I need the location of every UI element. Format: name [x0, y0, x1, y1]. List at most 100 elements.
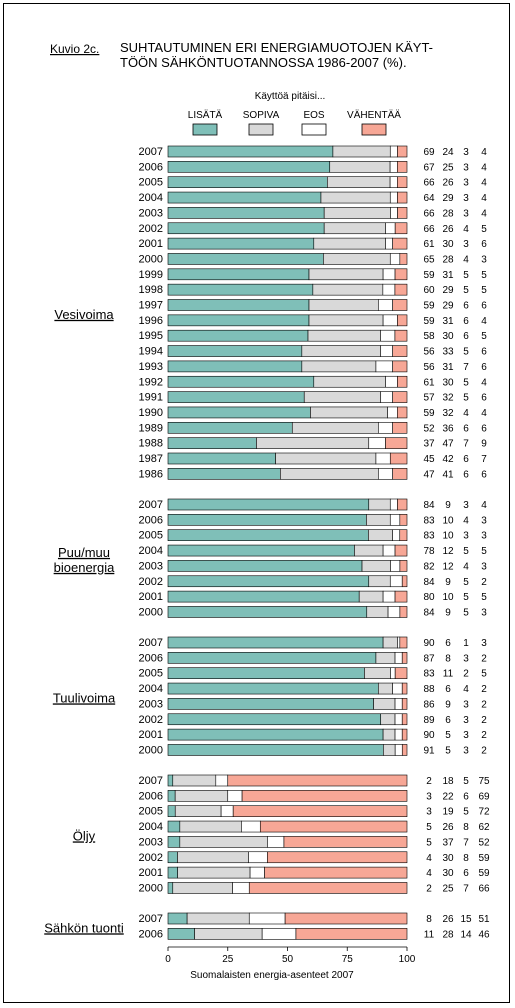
bar-segment-eos	[241, 820, 261, 833]
value-label-vahentaa: 2	[481, 745, 487, 756]
row-oljy-2000: 2000 2 25 7 66	[139, 882, 490, 894]
group-label-puu-muu-bioenergia: bioenergia	[54, 560, 115, 575]
year-label: 2001	[139, 867, 163, 879]
bar-segment-lisata	[167, 836, 181, 848]
value-label-sopiva: 41	[442, 469, 454, 480]
row-vesivoima-1987: 1987 45 42 6 7	[139, 452, 487, 465]
value-label-sopiva: 19	[442, 807, 454, 818]
value-label-eos: 8	[463, 853, 469, 864]
value-label-eos: 4	[463, 561, 469, 572]
bar-segment-eos	[227, 790, 243, 802]
value-label-eos: 7	[463, 439, 469, 450]
value-label-sopiva: 42	[442, 454, 454, 465]
value-label-lisata: 84	[423, 607, 435, 618]
year-label: 1995	[139, 330, 163, 342]
bar-segment-lisata	[167, 191, 322, 204]
value-label-eos: 5	[463, 347, 469, 358]
bar-segment-sopiva	[186, 912, 250, 925]
row-puu-muu-bioenergia-2006: 2006 83 10 4 3	[139, 514, 487, 526]
bar-segment-sopiva	[323, 222, 387, 235]
bar-segment-vahentaa	[401, 698, 408, 710]
value-label-sopiva: 32	[442, 408, 454, 419]
stacked-bar-chart: Kuvio 2c. SUHTAUTUMINEN ERI ENERGIAMUOTO…	[44, 40, 490, 981]
bar-segment-lisata	[167, 912, 188, 925]
year-label: 2003	[139, 836, 163, 848]
bar-segment-lisata	[167, 268, 310, 281]
value-label-vahentaa: 51	[478, 914, 490, 925]
bar-segment-sopiva	[256, 437, 370, 449]
value-label-eos: 5	[463, 776, 469, 787]
year-label: 2000	[139, 882, 163, 894]
value-label-eos: 5	[463, 393, 469, 404]
value-label-eos: 3	[463, 745, 469, 756]
bar-segment-lisata	[167, 514, 367, 526]
year-label: 1994	[139, 346, 163, 358]
value-label-eos: 7	[463, 837, 469, 848]
value-label-sopiva: 31	[442, 362, 454, 373]
bar-segment-vahentaa	[392, 237, 408, 250]
value-label-eos: 4	[463, 254, 469, 265]
bar-segment-sopiva	[307, 329, 381, 342]
value-label-eos: 3	[463, 178, 469, 189]
bar-segment-sopiva	[332, 145, 391, 158]
value-label-sopiva: 6	[445, 638, 451, 649]
value-label-lisata: 8	[426, 914, 432, 925]
row-oljy-2002: 2002 4 30 8 59	[139, 851, 490, 864]
value-label-sopiva: 9	[445, 577, 451, 588]
bar-segment-vahentaa	[397, 498, 408, 511]
value-label-vahentaa: 4	[481, 208, 487, 219]
bar-segment-sopiva	[368, 498, 391, 511]
value-label-lisata: 89	[423, 715, 435, 726]
value-label-vahentaa: 5	[481, 331, 487, 342]
row-vesivoima-1995: 1995 58 30 6 5	[139, 329, 487, 342]
bar-segment-lisata	[167, 314, 310, 327]
value-label-sopiva: 29	[442, 193, 454, 204]
value-label-lisata: 47	[423, 469, 435, 480]
year-label: 2003	[139, 207, 163, 219]
legend-swatch-eos	[301, 123, 327, 136]
bar-segment-lisata	[167, 851, 178, 864]
value-label-eos: 3	[463, 531, 469, 542]
value-label-lisata: 59	[423, 316, 435, 327]
bar-segment-lisata	[167, 575, 370, 588]
year-label: 2005	[139, 668, 163, 680]
year-label: 2007	[139, 637, 163, 649]
value-label-sopiva: 5	[445, 730, 451, 741]
value-label-sopiva: 10	[442, 515, 454, 526]
bar-segment-vahentaa	[227, 774, 408, 787]
group-label-tuulivoima: Tuulivoima	[53, 690, 116, 705]
value-label-lisata: 57	[423, 393, 435, 404]
value-label-sopiva: 30	[442, 331, 454, 342]
value-label-lisata: 52	[423, 423, 435, 434]
row-vesivoima-1994: 1994 56 33 5 6	[139, 345, 487, 358]
legend-swatch-vahentaa	[361, 123, 387, 136]
bar-segment-vahentaa	[394, 283, 408, 296]
row-vesivoima-2001: 2001 61 30 3 6	[139, 237, 487, 250]
row-oljy-2007: 2007 2 18 5 75	[139, 774, 490, 787]
value-label-eos: 3	[463, 715, 469, 726]
year-label: 2000	[139, 744, 163, 756]
value-label-sopiva: 30	[442, 377, 454, 388]
value-label-eos: 4	[463, 224, 469, 235]
bar-segment-sopiva	[308, 299, 379, 311]
year-label: 2006	[139, 652, 163, 664]
bar-segment-eos	[389, 498, 398, 511]
value-label-vahentaa: 6	[481, 469, 487, 480]
row-tuulivoima-2002: 2002 89 6 3 2	[139, 713, 487, 726]
bar-segment-vahentaa	[392, 360, 408, 373]
bar-segment-lisata	[167, 928, 195, 940]
bar-segment-sopiva	[174, 805, 222, 818]
bar-segment-sopiva	[327, 176, 391, 188]
bar-segment-eos	[382, 283, 396, 296]
year-label: 2001	[139, 729, 163, 741]
bar-segment-vahentaa	[232, 805, 408, 818]
bar-segment-vahentaa	[248, 882, 408, 894]
value-label-sopiva: 47	[442, 439, 454, 450]
year-label: 1998	[139, 284, 163, 296]
value-label-vahentaa: 2	[481, 653, 487, 664]
value-label-eos: 3	[463, 208, 469, 219]
bar-segment-lisata	[167, 805, 176, 818]
bar-segment-sopiva	[320, 191, 391, 204]
value-label-lisata: 69	[423, 147, 435, 158]
